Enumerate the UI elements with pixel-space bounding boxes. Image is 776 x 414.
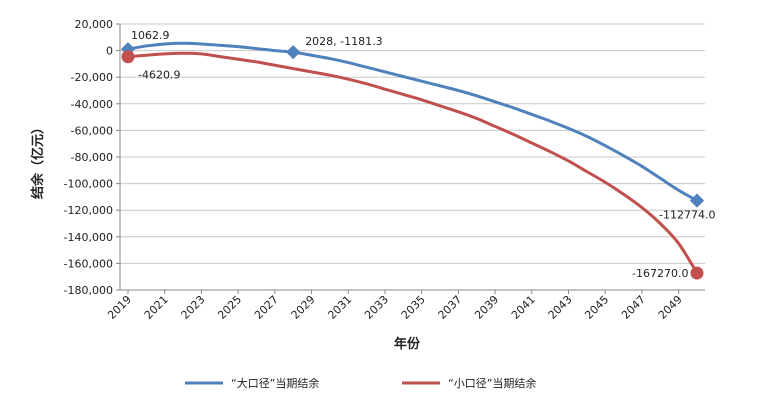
x-tick-label: 2041 — [509, 293, 538, 322]
x-axis-ticks: 2019 2021 2023 2025 2027 2029 2031 2033 2035 2037… — [105, 290, 685, 322]
series-marker — [689, 193, 705, 208]
y-tick-label: -120,000 — [64, 204, 113, 217]
legend-label: “大口径”当期结余 — [231, 376, 319, 390]
series-marker — [121, 50, 135, 64]
y-tick-label: 0 — [106, 45, 113, 58]
data-label: -112774.0 — [659, 209, 715, 222]
x-tick-label: 2047 — [619, 293, 648, 322]
series-line-1 — [127, 41, 698, 202]
legend-label: “小口径”当期结余 — [448, 376, 536, 390]
y-axis-label: 结余（亿元） — [30, 121, 46, 199]
y-tick-label: -20,000 — [71, 71, 113, 84]
x-tick-label: 2033 — [362, 293, 391, 322]
x-tick-label: 2023 — [179, 293, 208, 322]
x-tick-label: 2045 — [582, 293, 611, 322]
x-tick-label: 2027 — [252, 293, 281, 322]
data-label: 2028, -1181.3 — [305, 35, 382, 48]
x-tick-label: 2019 — [105, 293, 134, 322]
data-label: -167270.0 — [632, 267, 688, 280]
x-tick-label: 2043 — [546, 293, 575, 322]
series-lines — [127, 41, 699, 274]
y-tick-label: -180,000 — [64, 284, 113, 297]
x-tick-label: 2021 — [142, 293, 171, 322]
y-axis-ticks: 20,000 0 -20,000 -40,000 -60,000 -80,000 -100,… — [64, 18, 120, 297]
series-marker — [286, 45, 301, 60]
y-tick-label: -140,000 — [64, 231, 113, 244]
y-tick-label: -100,000 — [64, 178, 113, 191]
x-tick-label: 2035 — [399, 293, 428, 322]
y-tick-label: 20,000 — [75, 18, 114, 31]
x-tick-label: 2039 — [472, 293, 501, 322]
y-tick-label: -40,000 — [71, 98, 113, 111]
y-tick-label: -160,000 — [64, 257, 113, 270]
x-axis-label: 年份 — [394, 336, 421, 352]
legend: “大口径”当期结余 “小口径”当期结余 — [185, 376, 536, 390]
y-tick-label: -60,000 — [71, 124, 113, 137]
series-line-2 — [127, 51, 699, 274]
x-tick-label: 2049 — [656, 293, 685, 322]
series-marker — [690, 266, 704, 280]
data-label: 1062.9 — [131, 29, 170, 42]
data-labels: 1062.9 -4620.9 2028, -1181.3 -112774.0 -1672… — [131, 29, 715, 280]
data-label: -4620.9 — [138, 69, 180, 82]
y-tick-label: -80,000 — [71, 151, 113, 164]
x-tick-label: 2029 — [289, 293, 318, 322]
gridlines — [120, 23, 705, 291]
x-tick-label: 2031 — [325, 293, 354, 322]
x-tick-label: 2025 — [215, 293, 244, 322]
x-tick-label: 2037 — [436, 293, 465, 322]
